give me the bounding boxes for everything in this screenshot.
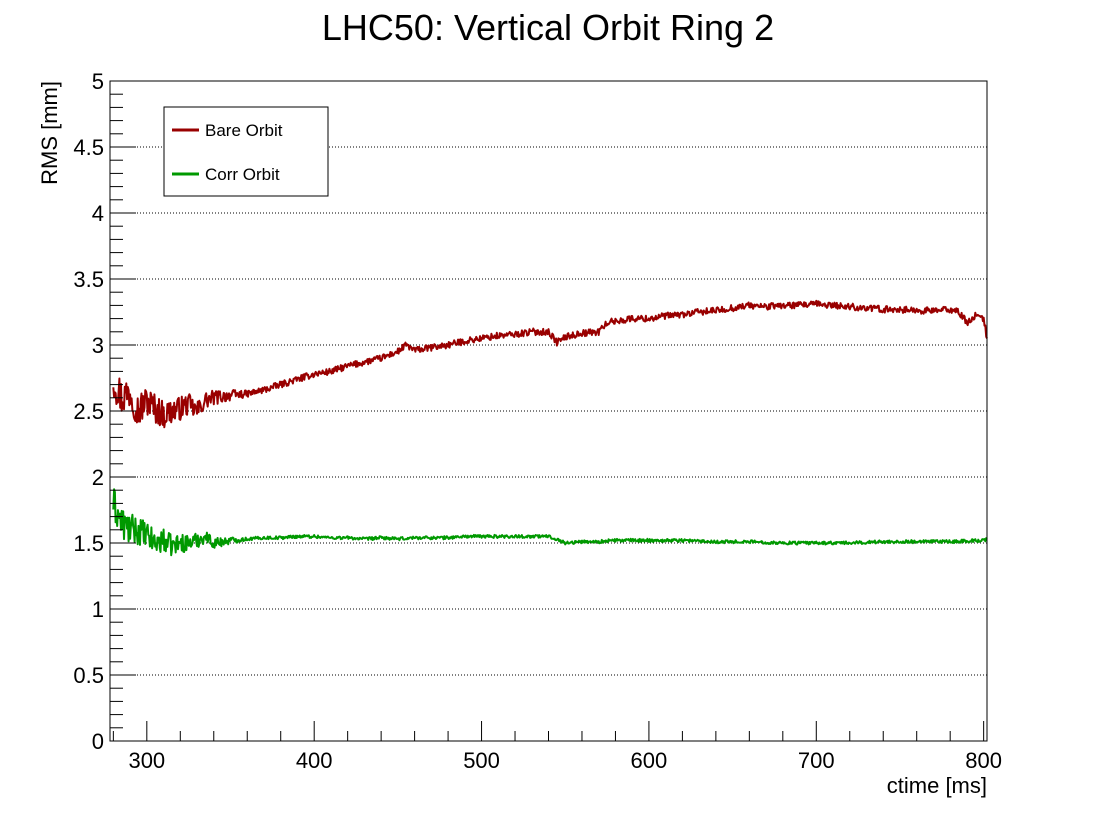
y-tick-label: 2	[92, 465, 104, 490]
x-tick-label: 600	[631, 748, 668, 773]
axis-ticks	[110, 80, 985, 742]
y-tick-label: 4	[92, 201, 104, 226]
tick-labels: 0 0.5 1 1.5 2 2.5 3 3.5 4 4.5 5 300 400 500 600 700 800	[73, 69, 1002, 773]
y-tick-label: 1	[92, 597, 104, 622]
y-tick-label: 1.5	[73, 531, 104, 556]
y-tick-label: 0	[92, 729, 104, 754]
x-tick-label: 800	[965, 748, 1002, 773]
y-tick-label: 3	[92, 333, 104, 358]
legend: Bare Orbit Corr Orbit	[163, 106, 329, 197]
x-tick-label: 700	[798, 748, 835, 773]
y-tick-label: 4.5	[73, 135, 104, 160]
y-tick-label: 3.5	[73, 267, 104, 292]
y-tick-label: 5	[92, 69, 104, 94]
legend-box	[163, 106, 329, 197]
series-line-corr-orbit	[112, 488, 988, 557]
x-axis-title: ctime [ms]	[887, 773, 987, 798]
y-tick-label: 2.5	[73, 399, 104, 424]
x-tick-label: 300	[128, 748, 165, 773]
legend-label-corr-orbit: Corr Orbit	[205, 165, 280, 184]
x-tick-label: 500	[463, 748, 500, 773]
gridlines	[110, 146, 987, 676]
y-tick-label: 0.5	[73, 663, 104, 688]
y-axis-title: RMS [mm]	[37, 81, 62, 185]
legend-label-bare-orbit: Bare Orbit	[205, 121, 283, 140]
x-tick-label: 400	[296, 748, 333, 773]
series-line-bare-orbit	[112, 299, 988, 429]
plot-series	[112, 299, 988, 557]
chart-title: LHC50: Vertical Orbit Ring 2	[322, 7, 774, 48]
